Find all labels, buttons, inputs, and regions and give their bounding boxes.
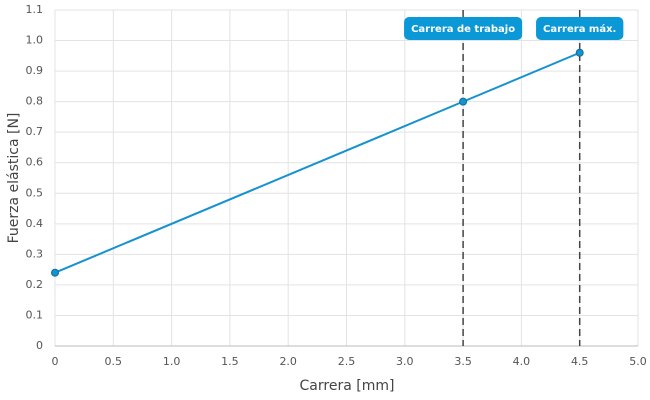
x-tick-label: 2.5: [338, 355, 356, 368]
x-tick-label: 0.5: [105, 355, 123, 368]
grid: [54, 9, 639, 347]
annotation-label: Carrera de trabajo: [411, 24, 515, 35]
point: [51, 268, 59, 277]
x-tick-label: 5.0: [629, 355, 647, 368]
y-tick-label: 1.0: [26, 34, 44, 47]
y-tick-label: 0: [36, 339, 43, 352]
annotation-label: Carrera máx.: [543, 23, 616, 35]
x-tick-label: 4.0: [513, 355, 531, 368]
x-tick-label: 1.0: [163, 355, 181, 368]
x-tick-label: 0: [52, 355, 59, 368]
y-tick-label: 1.1: [26, 3, 44, 16]
x-tick-label: 4.5: [571, 355, 589, 368]
y-tick-label: 0.5: [26, 186, 44, 199]
x-tick-label: 1.5: [221, 355, 239, 368]
point: [459, 97, 468, 106]
y-tick-label: 0.3: [26, 247, 44, 260]
point: [575, 48, 584, 57]
x-tick-label: 2.0: [279, 355, 297, 368]
x-axis-title: Carrera [mm]: [300, 378, 395, 394]
y-tick-label: 0.2: [26, 278, 44, 291]
y-axis-title: Fuerza elástica [N]: [6, 113, 22, 244]
annotation: Carrera máx.: [536, 17, 624, 40]
y-tick-label: 0.9: [26, 64, 44, 77]
x-tick-label: 3.5: [454, 355, 472, 368]
y-tick-label: 0.1: [26, 308, 44, 321]
y-tick-label: 0.6: [26, 156, 44, 169]
y-tick-label: 0.8: [26, 95, 44, 108]
y-tick-label: 0.4: [26, 217, 44, 230]
x-tick-label: 3.0: [396, 355, 414, 368]
annotation: Carrera de trabajo: [404, 17, 523, 40]
annotation-box: [404, 17, 523, 40]
annotation-box: [536, 17, 624, 40]
y-tick-label: 0.7: [26, 125, 44, 138]
